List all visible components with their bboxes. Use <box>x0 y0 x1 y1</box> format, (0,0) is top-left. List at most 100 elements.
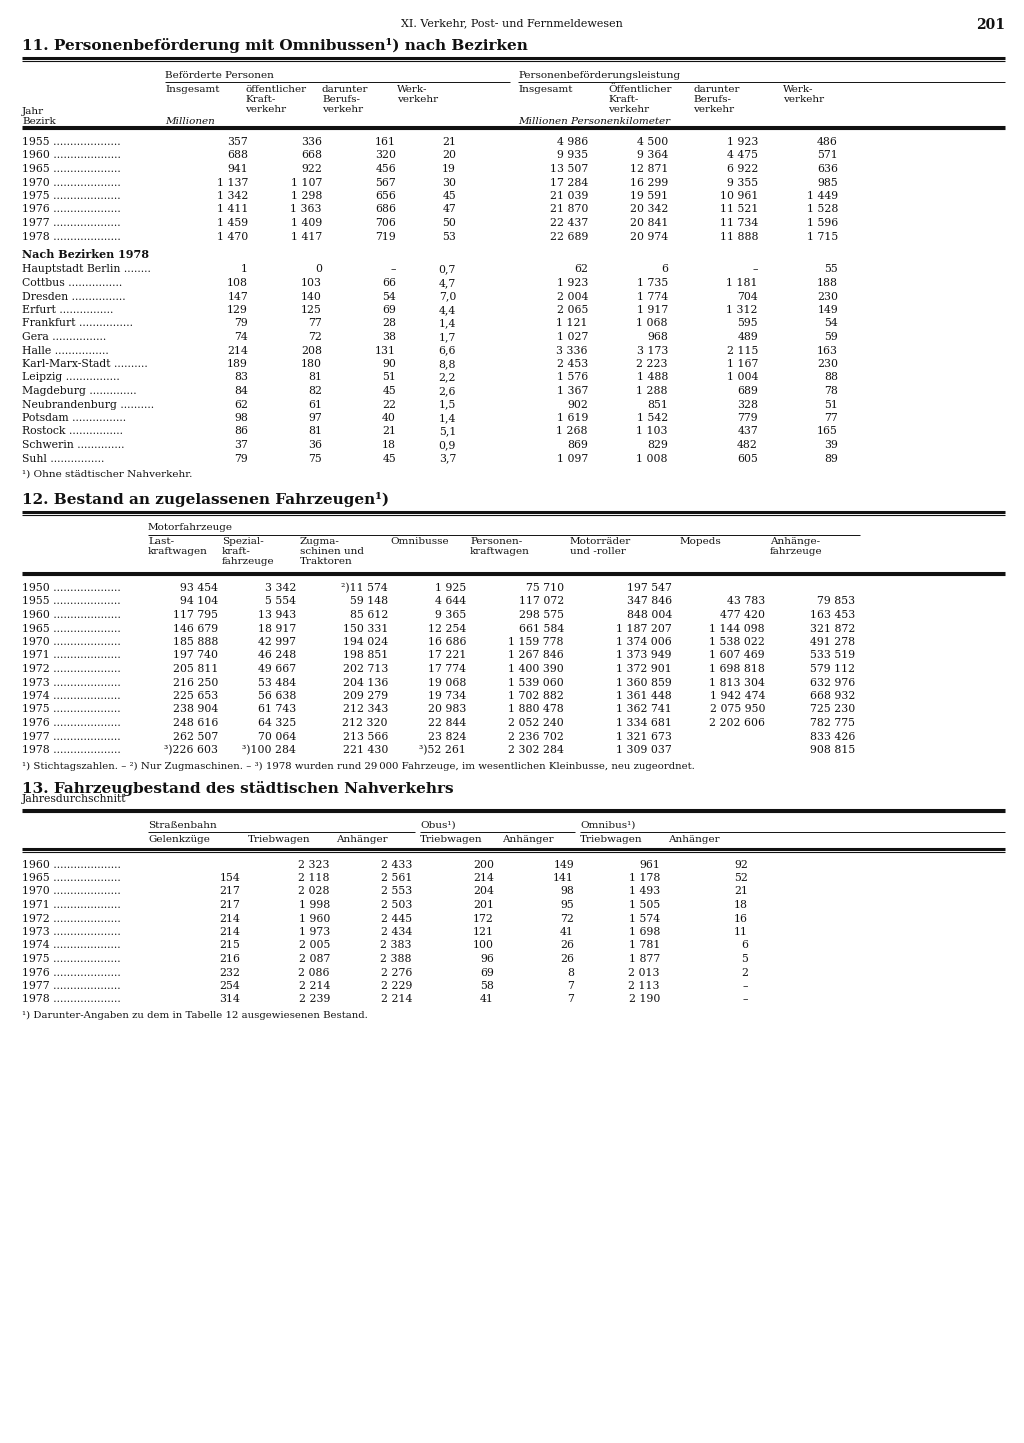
Text: 1975 ....................: 1975 .................... <box>22 704 121 714</box>
Text: Obus¹): Obus¹) <box>420 821 456 830</box>
Text: 1 360 859: 1 360 859 <box>616 678 672 687</box>
Text: kraft-: kraft- <box>222 547 251 557</box>
Text: 13 507: 13 507 <box>550 165 588 175</box>
Text: 1 973: 1 973 <box>299 926 330 937</box>
Text: 22 689: 22 689 <box>550 231 588 241</box>
Text: 165: 165 <box>817 427 838 436</box>
Text: 902: 902 <box>567 400 588 410</box>
Text: Potsdam ................: Potsdam ................ <box>22 413 126 423</box>
Text: 1965 ....................: 1965 .................... <box>22 165 121 175</box>
Text: 1 774: 1 774 <box>637 291 668 302</box>
Text: 922: 922 <box>301 165 322 175</box>
Text: 1975 ....................: 1975 .................... <box>22 190 121 201</box>
Text: 4 475: 4 475 <box>727 150 758 160</box>
Text: 1965 ....................: 1965 .................... <box>22 873 121 883</box>
Text: Anhänger: Anhänger <box>502 835 554 844</box>
Text: 4 986: 4 986 <box>557 137 588 147</box>
Text: 347 846: 347 846 <box>627 596 672 606</box>
Text: 96: 96 <box>480 954 494 964</box>
Text: 605: 605 <box>737 453 758 463</box>
Text: fahrzeuge: fahrzeuge <box>222 557 274 567</box>
Text: 216: 216 <box>219 954 240 964</box>
Text: 100: 100 <box>473 941 494 951</box>
Text: 185 888: 185 888 <box>173 636 218 646</box>
Text: 1 960: 1 960 <box>299 913 330 924</box>
Text: 121: 121 <box>473 926 494 937</box>
Text: 1 181: 1 181 <box>726 278 758 289</box>
Text: 215: 215 <box>219 941 240 951</box>
Text: 54: 54 <box>824 319 838 329</box>
Text: 150 331: 150 331 <box>343 623 388 633</box>
Text: 74: 74 <box>234 332 248 342</box>
Text: 1 004: 1 004 <box>727 372 758 382</box>
Text: 214: 214 <box>473 873 494 883</box>
Text: Rostock ................: Rostock ................ <box>22 427 123 436</box>
Text: 41: 41 <box>480 994 494 1004</box>
Text: 78: 78 <box>824 385 838 395</box>
Text: Kraft-: Kraft- <box>608 94 638 104</box>
Text: 833 426: 833 426 <box>810 732 855 742</box>
Text: 53 484: 53 484 <box>258 678 296 687</box>
Text: 1 288: 1 288 <box>637 385 668 395</box>
Text: 1 068: 1 068 <box>637 319 668 329</box>
Text: 41: 41 <box>560 926 574 937</box>
Text: 1 813 304: 1 813 304 <box>710 678 765 687</box>
Text: 1977 ....................: 1977 .................... <box>22 981 121 991</box>
Text: 1 107: 1 107 <box>291 177 322 188</box>
Text: 19 734: 19 734 <box>428 691 466 701</box>
Text: 52: 52 <box>734 873 748 883</box>
Text: 22 437: 22 437 <box>550 218 588 228</box>
Text: 2,2: 2,2 <box>438 372 456 382</box>
Text: 69: 69 <box>480 967 494 977</box>
Text: 779: 779 <box>737 413 758 423</box>
Text: Mopeds: Mopeds <box>680 537 722 547</box>
Text: 2,6: 2,6 <box>438 385 456 395</box>
Text: 1,7: 1,7 <box>438 332 456 342</box>
Text: 19 068: 19 068 <box>428 678 466 687</box>
Text: 69: 69 <box>382 304 396 315</box>
Text: 1 178: 1 178 <box>629 873 660 883</box>
Text: 200: 200 <box>473 860 494 870</box>
Text: 668 932: 668 932 <box>810 691 855 701</box>
Text: 204: 204 <box>473 886 494 896</box>
Text: 49 667: 49 667 <box>258 664 296 674</box>
Text: Triebwagen: Triebwagen <box>580 835 643 844</box>
Text: 533 519: 533 519 <box>810 651 855 661</box>
Text: 2 388: 2 388 <box>381 954 412 964</box>
Text: 75: 75 <box>308 453 322 463</box>
Text: 456: 456 <box>375 165 396 175</box>
Text: Insgesamt: Insgesamt <box>165 85 219 94</box>
Text: 7: 7 <box>567 994 574 1004</box>
Text: 328: 328 <box>737 400 758 410</box>
Text: 188: 188 <box>817 278 838 289</box>
Text: 2 005: 2 005 <box>299 941 330 951</box>
Text: 16: 16 <box>734 913 748 924</box>
Text: Gera ................: Gera ................ <box>22 332 106 342</box>
Text: 18: 18 <box>734 900 748 911</box>
Text: Gelenkzüge: Gelenkzüge <box>148 835 210 844</box>
Text: 1977 ....................: 1977 .................... <box>22 732 121 742</box>
Text: 36: 36 <box>308 440 322 450</box>
Text: 5: 5 <box>741 954 748 964</box>
Text: 632 976: 632 976 <box>810 678 855 687</box>
Text: schinen und: schinen und <box>300 547 364 557</box>
Text: Anhänge-: Anhänge- <box>770 537 820 547</box>
Text: 197 740: 197 740 <box>173 651 218 661</box>
Text: 848 004: 848 004 <box>627 610 672 620</box>
Text: 1 698 818: 1 698 818 <box>710 664 765 674</box>
Text: 1 880 478: 1 880 478 <box>508 704 564 714</box>
Text: 90: 90 <box>382 359 396 369</box>
Text: 1 923: 1 923 <box>727 137 758 147</box>
Text: Halle ................: Halle ................ <box>22 345 109 355</box>
Text: 98: 98 <box>560 886 574 896</box>
Text: 81: 81 <box>308 427 322 436</box>
Text: 54: 54 <box>382 291 396 302</box>
Text: Jahr
Bezirk: Jahr Bezirk <box>22 107 55 127</box>
Text: verkehr: verkehr <box>322 104 364 114</box>
Text: 12 871: 12 871 <box>630 165 668 175</box>
Text: 61: 61 <box>308 400 322 410</box>
Text: 1 268: 1 268 <box>556 427 588 436</box>
Text: 689: 689 <box>737 385 758 395</box>
Text: 9 365: 9 365 <box>435 610 466 620</box>
Text: 11: 11 <box>734 926 748 937</box>
